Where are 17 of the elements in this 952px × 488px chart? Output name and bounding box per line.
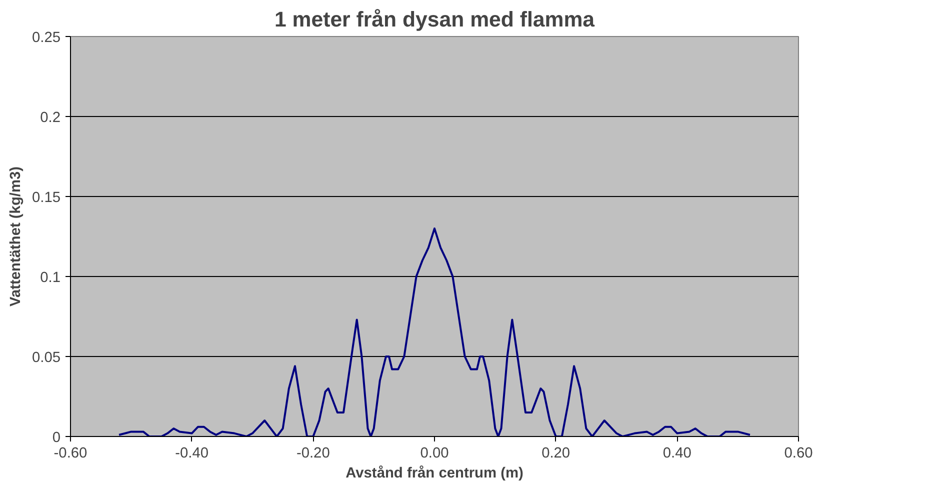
y-tick-label: 0.1 (40, 270, 60, 286)
y-tick-label: 0 (52, 430, 61, 446)
x-tick-label: 0.40 (662, 446, 692, 462)
x-tick-label: -0.60 (54, 446, 88, 462)
chart-title: 1 meter från dysan med flamma (274, 8, 595, 32)
x-tick-label: -0.20 (296, 446, 330, 462)
y-axis-title: Vattentäthet (kg/m3) (8, 166, 24, 307)
x-tick-label: 0.20 (542, 446, 570, 462)
x-tick-label: -0.40 (175, 446, 209, 462)
x-tick-label: 0.00 (420, 446, 449, 462)
y-tick-label: 0.2 (40, 110, 60, 126)
x-axis-title: Avstånd från centrum (m) (346, 464, 524, 482)
line-series (118, 228, 751, 436)
y-tick-label: 0.15 (32, 190, 61, 206)
y-tick-label: 0.05 (32, 350, 61, 366)
y-tick-label: 0.25 (32, 30, 61, 46)
x-tick-label: 0.60 (784, 446, 813, 462)
